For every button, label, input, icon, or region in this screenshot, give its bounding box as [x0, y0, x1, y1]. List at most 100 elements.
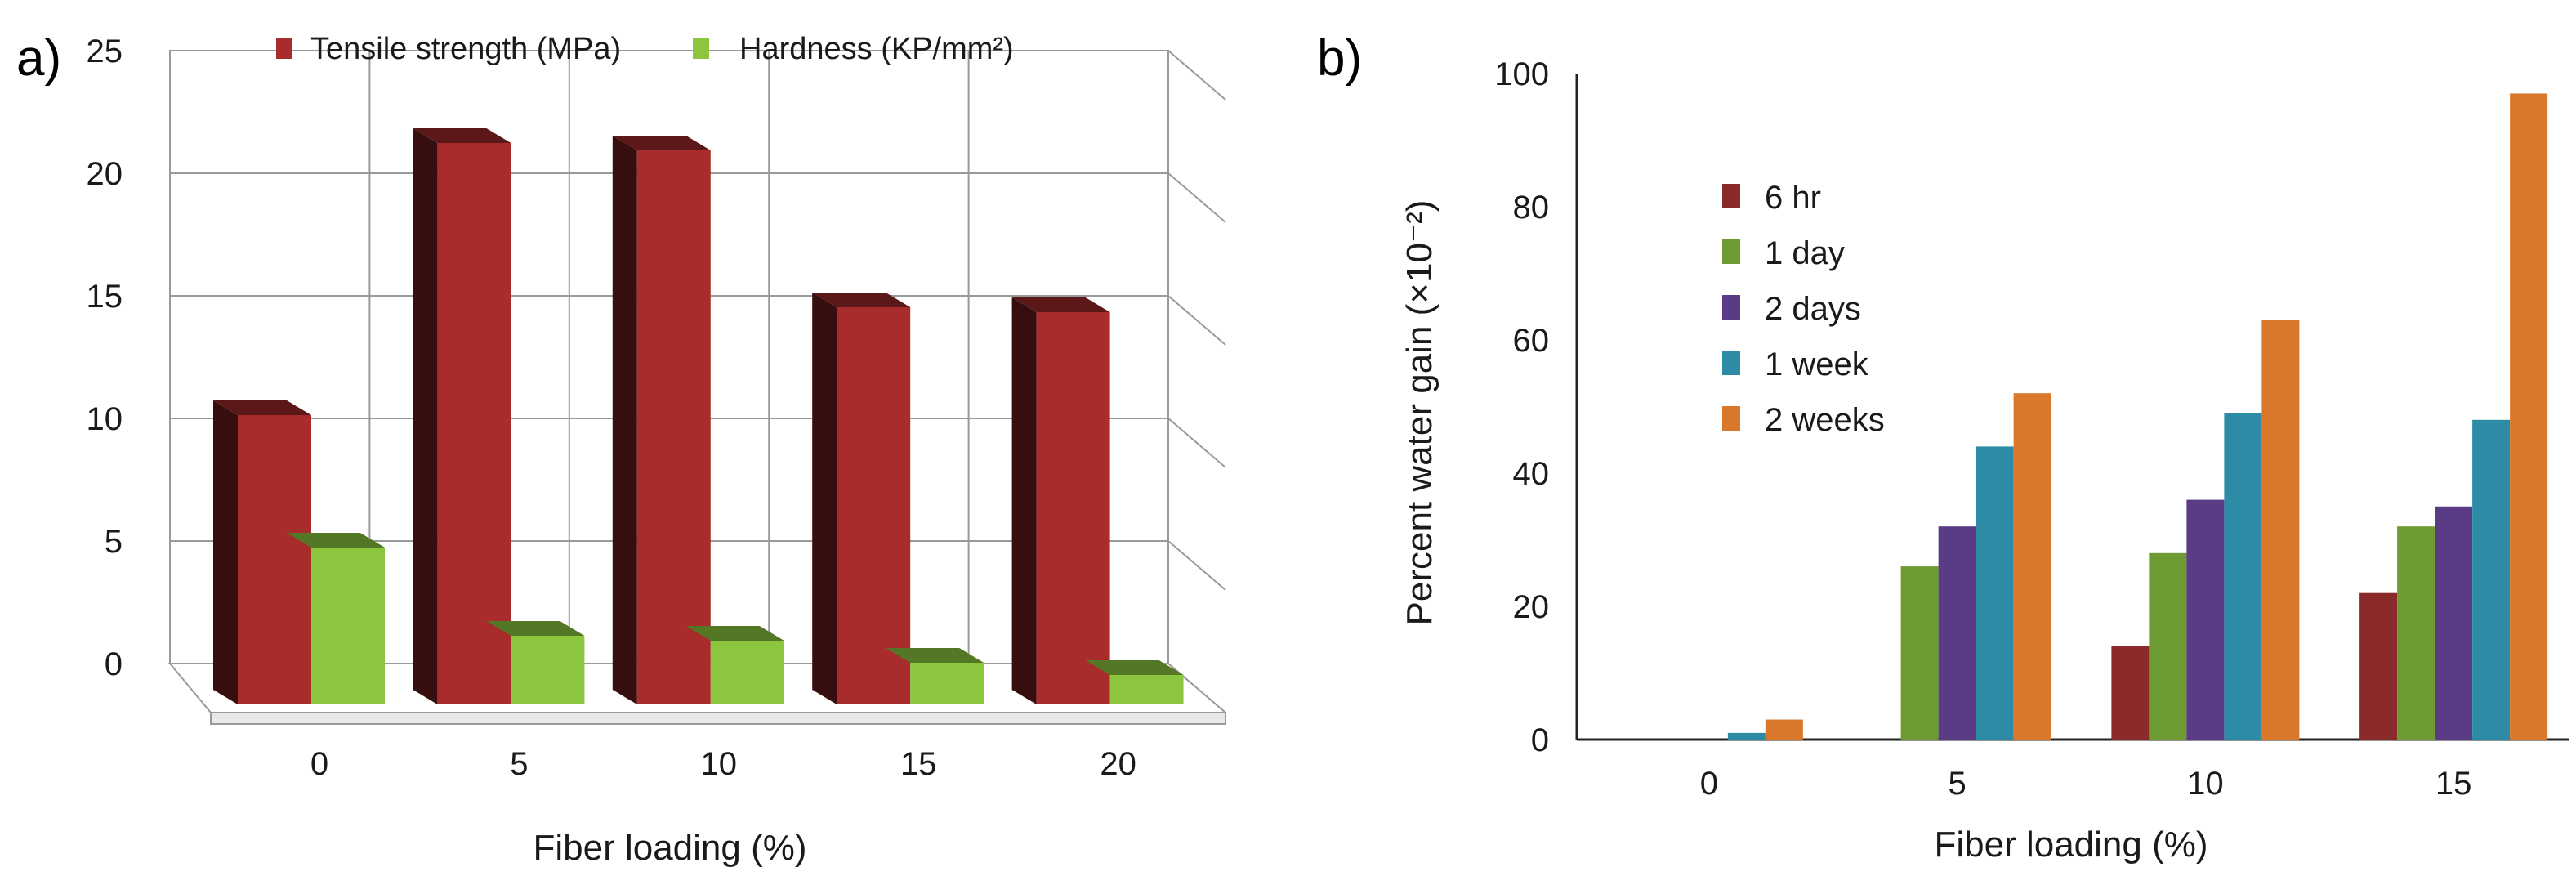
a-floor-edge [210, 712, 1226, 725]
a-bars [213, 128, 1184, 704]
a-bar-tensile [413, 128, 511, 704]
b-bar-2-weeks [2261, 320, 2300, 740]
a-x-tick-label: 15 [900, 746, 937, 782]
b-legend-swatch [1722, 406, 1740, 431]
a-bar-tensile-top [213, 400, 311, 415]
a-bar-tensile-side [612, 136, 637, 704]
b-bar-6-hr [2359, 592, 2398, 740]
b-y-tick-label: 0 [1531, 722, 1549, 758]
a-y-tick-label: 5 [105, 524, 123, 560]
a-bar-hardness [886, 648, 984, 704]
b-bar-1-day [2149, 552, 2187, 740]
b-legend-swatch [1722, 351, 1740, 375]
a-bar-hardness-top [486, 621, 585, 636]
panel-b-label: b) [1317, 30, 1362, 87]
b-bar-2-days [2435, 506, 2473, 740]
b-legend-swatch [1722, 184, 1740, 208]
chart-b: 0 20 40 60 80 100 0 5 10 15 6 hr 1 day 2 days 1 wee… [1400, 56, 2569, 865]
b-bar-2-days [2186, 499, 2225, 740]
a-bar-hardness-front [1109, 675, 1184, 704]
a-legend-label-tensile: Tensile strength (MPa) [310, 32, 621, 66]
a-bar-tensile-side [213, 400, 238, 704]
a-bar-tensile [812, 293, 911, 704]
a-x-tick-label: 20 [1100, 746, 1136, 782]
b-legend-label: 6 hr [1765, 180, 1821, 216]
a-bar-tensile [1011, 297, 1110, 704]
a-bar-hardness [287, 533, 385, 704]
b-bar-2-weeks [2013, 393, 2051, 740]
a-x-axis-title: Fiber loading (%) [533, 828, 806, 868]
a-y-tick-label: 20 [87, 156, 123, 192]
a-bar-tensile-top [812, 293, 911, 307]
b-legend-label: 2 days [1765, 291, 1861, 327]
b-x-ticks: 0 5 10 15 [1700, 766, 2472, 802]
b-bar-2-weeks [1765, 719, 1803, 740]
a-bar-hardness-front [910, 663, 984, 704]
a-x-ticks: 0 5 10 15 20 [310, 746, 1136, 782]
b-legend-label: 1 day [1765, 235, 1845, 271]
b-x-tick-label: 10 [2187, 766, 2224, 802]
b-bar-1-week [1976, 446, 2014, 740]
b-bar-1-week [2472, 419, 2511, 740]
b-legend: 6 hr 1 day 2 days 1 week 2 weeks [1722, 180, 1885, 438]
a-bar-tensile-front [1036, 312, 1110, 704]
b-y-ticks: 0 20 40 60 80 100 [1494, 56, 1549, 758]
b-legend-label: 2 weeks [1765, 402, 1885, 438]
a-bar-hardness [486, 621, 585, 704]
a-legend-label-hardness: Hardness (KP/mm²) [739, 32, 1014, 66]
b-y-tick-label: 40 [1513, 456, 1550, 492]
a-legend-swatch-hardness [693, 38, 709, 59]
a-side-gridline [1167, 418, 1226, 468]
b-bar-1-week [1727, 732, 1766, 740]
b-x-axis-title: Fiber loading (%) [1934, 825, 2208, 865]
a-bar-hardness-front [710, 641, 784, 704]
b-y-tick-label: 80 [1513, 190, 1550, 226]
b-bar-1-week [2224, 413, 2262, 740]
a-y-ticks: 0 5 10 15 20 25 [87, 34, 123, 682]
a-x-tick-label: 5 [510, 746, 528, 782]
a-bar-tensile-front [238, 415, 311, 704]
b-bar-2-weeks [2510, 93, 2548, 740]
a-bar-tensile-top [612, 136, 711, 150]
a-y-tick-label: 25 [87, 34, 123, 69]
a-bar-hardness-front [311, 548, 385, 704]
a-side-gridline [1167, 540, 1226, 591]
b-y-tick-label: 20 [1513, 589, 1550, 625]
a-bar-hardness [1085, 660, 1184, 704]
a-bar-tensile-side [413, 128, 438, 704]
a-bar-hardness-top [685, 626, 784, 641]
a-side-gridline [1167, 50, 1226, 101]
b-bar-1-day [1900, 566, 1939, 740]
a-bar-tensile-front [437, 143, 511, 704]
a-bar-tensile [213, 400, 311, 704]
b-y-axis-title: Percent water gain (×10⁻²) [1400, 200, 1440, 626]
a-y-tick-label: 15 [87, 279, 123, 315]
b-legend-swatch [1722, 239, 1740, 264]
a-bar-tensile-front [837, 307, 911, 704]
b-bar-6-hr [2111, 646, 2150, 740]
a-bar-tensile-top [413, 128, 511, 143]
a-bar-tensile-side [1011, 297, 1037, 704]
b-bar-1-day [2397, 526, 2435, 740]
a-legend: Tensile strength (MPa) Hardness (KP/mm²) [276, 32, 1014, 66]
a-bar-hardness [685, 626, 784, 704]
a-bar-tensile-side [812, 293, 837, 704]
a-x-tick-label: 10 [701, 746, 738, 782]
b-legend-label: 1 week [1765, 346, 1869, 382]
a-bar-hardness-top [886, 648, 984, 663]
b-bars [1727, 93, 2548, 740]
b-x-tick-label: 0 [1700, 766, 1718, 802]
a-y-tick-label: 10 [87, 401, 123, 437]
a-y-tick-label: 0 [105, 646, 123, 682]
b-x-tick-label: 5 [1949, 766, 1967, 802]
a-bar-hardness-front [511, 636, 585, 704]
chart-a: 0 5 10 15 20 25 0 5 10 15 20 Tensile strength (MP… [87, 32, 1228, 868]
a-bar-tensile-front [636, 150, 711, 704]
a-bar-hardness-top [287, 533, 385, 548]
a-bar-hardness-top [1085, 660, 1184, 675]
a-side-gridline [1167, 172, 1226, 223]
b-bar-2-days [1938, 526, 1976, 740]
a-x-tick-label: 0 [310, 746, 328, 782]
panel-a-label: a) [16, 30, 61, 87]
